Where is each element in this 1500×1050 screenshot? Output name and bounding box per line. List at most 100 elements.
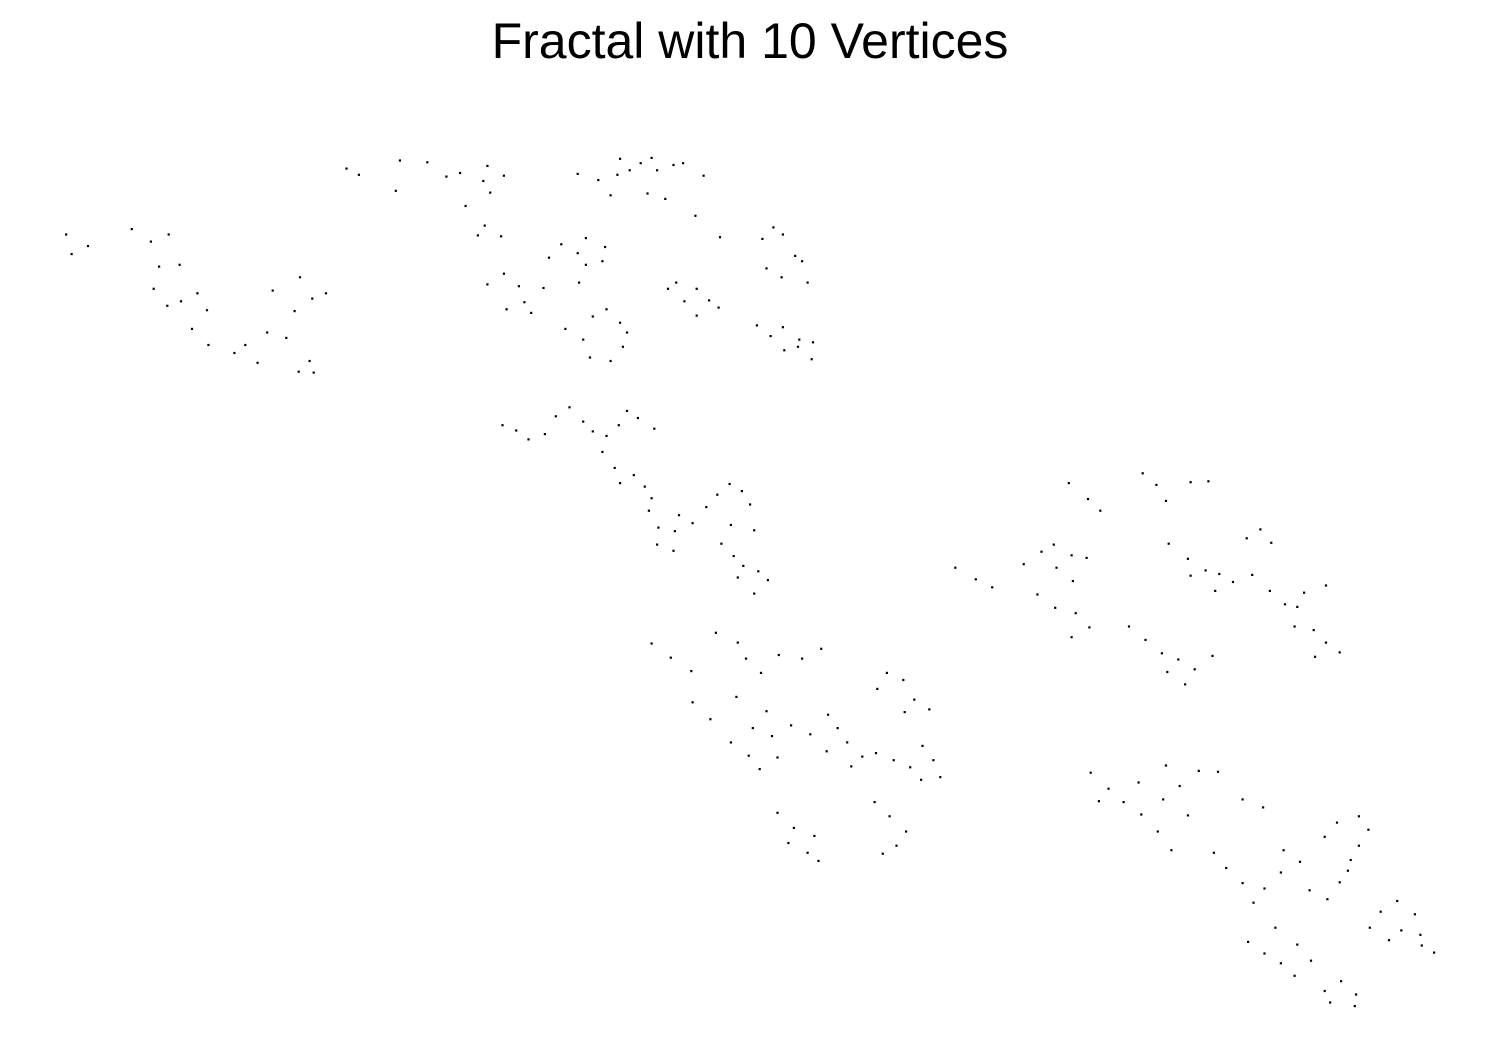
data-point <box>489 191 492 194</box>
data-point <box>761 237 764 240</box>
data-point <box>1137 781 1140 784</box>
data-point <box>669 656 672 659</box>
data-point <box>554 415 557 418</box>
data-point <box>1296 605 1299 608</box>
data-point <box>758 768 761 771</box>
data-point <box>974 578 977 581</box>
data-point <box>271 289 274 292</box>
data-point <box>1367 828 1370 831</box>
data-point <box>705 506 708 509</box>
data-point <box>714 631 717 634</box>
data-point <box>1324 641 1328 644</box>
data-point <box>1177 658 1180 661</box>
data-point <box>776 811 779 814</box>
data-point <box>677 514 681 517</box>
data-point <box>798 338 801 341</box>
data-point <box>1413 913 1416 916</box>
data-point <box>1251 573 1254 576</box>
data-point <box>486 283 489 286</box>
data-point <box>1308 889 1311 892</box>
data-point <box>811 341 815 344</box>
data-point <box>827 713 830 716</box>
data-point <box>601 450 604 453</box>
data-point <box>293 310 296 313</box>
data-point <box>1186 557 1189 560</box>
data-point <box>646 192 649 195</box>
data-point <box>1197 769 1200 772</box>
data-point <box>820 647 823 650</box>
data-point <box>769 335 772 338</box>
data-point <box>1067 482 1070 485</box>
point-cluster-c4 <box>650 631 942 862</box>
data-point <box>781 326 784 329</box>
data-point <box>605 434 608 437</box>
data-point <box>920 778 923 781</box>
data-point <box>846 741 849 744</box>
data-point <box>718 236 722 239</box>
data-point <box>776 756 779 759</box>
data-point <box>578 281 581 284</box>
data-point <box>1099 509 1102 512</box>
data-point <box>766 579 769 582</box>
data-point <box>584 237 587 240</box>
data-point <box>1164 499 1168 502</box>
data-point <box>1156 830 1159 833</box>
data-point <box>543 433 546 436</box>
data-point <box>810 358 813 361</box>
data-point <box>728 482 731 486</box>
data-point <box>801 260 804 263</box>
data-point <box>717 306 720 309</box>
data-point <box>656 543 659 546</box>
data-point <box>605 308 608 311</box>
data-point <box>666 287 670 290</box>
data-point <box>792 826 795 829</box>
data-point <box>464 204 467 208</box>
data-point <box>1245 537 1248 540</box>
data-point <box>244 343 247 347</box>
data-point <box>324 292 328 295</box>
data-point <box>166 304 169 307</box>
data-point <box>394 189 397 192</box>
data-point <box>783 349 786 352</box>
data-point <box>527 438 530 441</box>
data-point <box>1218 572 1221 576</box>
data-point <box>1338 881 1341 884</box>
data-point <box>311 297 314 300</box>
data-point <box>787 841 790 845</box>
data-point <box>205 309 209 312</box>
data-point <box>850 765 853 768</box>
data-point <box>732 555 735 558</box>
data-point <box>178 263 181 266</box>
data-point <box>1259 528 1262 531</box>
data-point <box>1314 655 1317 658</box>
data-point <box>1097 800 1100 803</box>
data-point <box>753 529 756 532</box>
data-point <box>650 642 653 645</box>
data-point <box>152 287 155 290</box>
chart-title: Fractal with 10 Vertices <box>491 13 1009 69</box>
data-point <box>1433 951 1436 954</box>
data-point <box>695 287 698 290</box>
data-point <box>682 162 685 165</box>
data-point <box>736 641 739 644</box>
data-point <box>817 859 820 862</box>
data-point <box>1144 638 1147 641</box>
data-point <box>1263 952 1266 955</box>
data-point <box>476 234 479 237</box>
data-point <box>744 657 748 660</box>
data-point <box>881 852 884 855</box>
data-point <box>625 331 629 334</box>
data-point <box>928 708 931 711</box>
data-point <box>653 427 656 430</box>
data-point <box>1127 625 1131 628</box>
data-point <box>909 766 912 769</box>
data-point <box>656 169 659 172</box>
data-point <box>523 301 526 304</box>
data-point <box>1335 821 1339 824</box>
data-point <box>1323 989 1326 993</box>
data-point <box>1070 554 1073 557</box>
data-point <box>794 254 797 257</box>
data-point <box>308 359 311 363</box>
data-point <box>1184 683 1187 686</box>
data-point <box>597 179 600 182</box>
